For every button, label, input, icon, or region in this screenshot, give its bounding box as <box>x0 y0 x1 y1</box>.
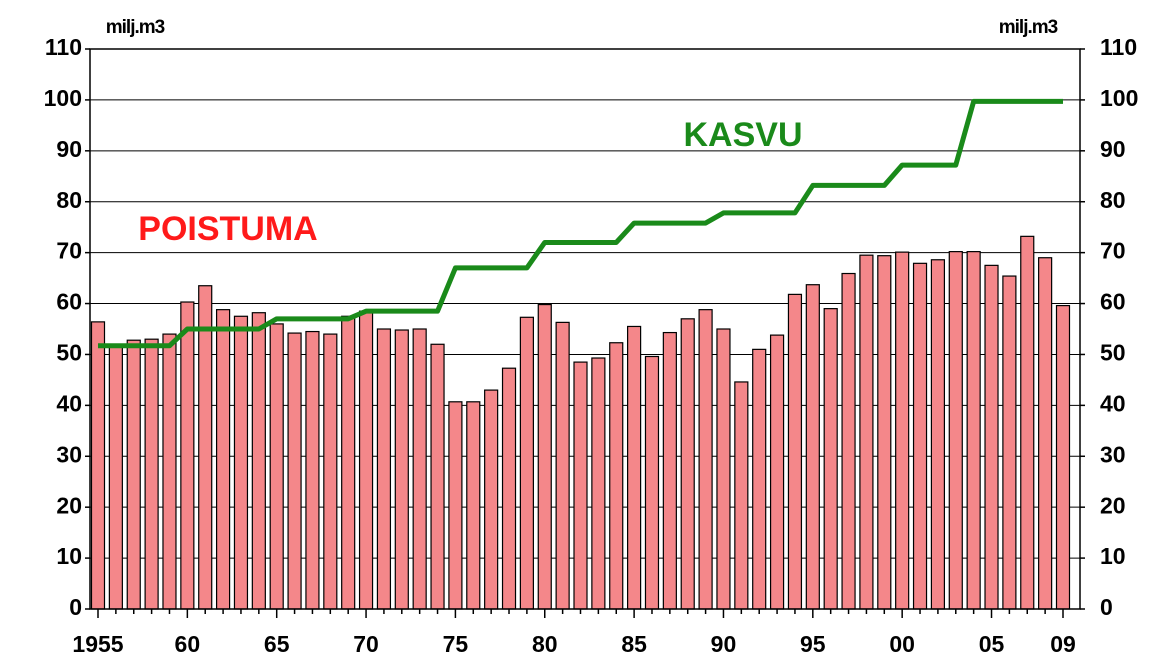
bar <box>126 339 141 610</box>
bar <box>805 284 820 610</box>
y-tick-label: 60 <box>56 289 82 315</box>
series-label: POISTUMA <box>138 210 317 248</box>
bar <box>912 262 928 610</box>
y2-tick-label: 30 <box>1100 441 1126 467</box>
x-tick-label: 00 <box>889 631 915 657</box>
y2-tick-label: 70 <box>1100 238 1126 264</box>
bar <box>394 329 409 610</box>
bar <box>966 251 981 610</box>
y2-tick-label: 40 <box>1100 390 1126 416</box>
y2-axis-label: milj.m3 <box>999 17 1058 38</box>
bar <box>895 251 910 610</box>
y-tick-label: 100 <box>44 85 82 111</box>
y-tick-label: 40 <box>56 390 82 416</box>
bar <box>573 361 588 610</box>
y2-tick-label: 90 <box>1100 136 1126 162</box>
x-tick-label: 1955 <box>72 631 123 657</box>
bar <box>287 332 302 610</box>
bar <box>537 303 552 610</box>
bar <box>358 310 374 610</box>
bar <box>769 334 785 610</box>
y2-tick-label: 110 <box>1100 34 1137 60</box>
bar <box>90 321 106 610</box>
y-tick-label: 10 <box>56 543 82 569</box>
y2-tick-label: 0 <box>1100 594 1113 620</box>
bar <box>1055 304 1071 610</box>
bar <box>233 315 249 610</box>
x-tick-label: 95 <box>800 631 826 657</box>
x-tick-label: 05 <box>979 631 1005 657</box>
bar <box>305 330 320 610</box>
bar <box>752 348 767 610</box>
bar <box>341 315 356 610</box>
bar <box>734 381 749 610</box>
bar <box>1002 275 1017 610</box>
x-tick-label: 80 <box>532 631 558 657</box>
bar <box>323 333 338 610</box>
x-tick-label: 65 <box>264 631 290 657</box>
y-tick-label: 90 <box>56 136 82 162</box>
bar <box>180 301 195 610</box>
bar <box>251 312 266 610</box>
x-tick-label: 70 <box>353 631 379 657</box>
y-tick-label: 20 <box>56 492 82 518</box>
bar <box>1038 257 1053 610</box>
bar <box>716 328 731 610</box>
y-tick-label: 70 <box>56 238 82 264</box>
y2-tick-label: 60 <box>1100 289 1126 315</box>
line <box>98 98 1063 349</box>
bar <box>984 264 999 610</box>
y2-tick-label: 20 <box>1100 492 1126 518</box>
bar <box>680 318 695 610</box>
bar <box>930 259 946 610</box>
bar <box>787 293 803 610</box>
plot-frame <box>89 48 1081 610</box>
x-tick-label: 90 <box>711 631 737 657</box>
y-tick-label: 50 <box>56 340 82 366</box>
bar <box>144 338 159 610</box>
bar <box>198 285 213 610</box>
bar <box>448 401 463 610</box>
bar <box>412 328 427 610</box>
bar <box>644 355 660 610</box>
bar <box>1020 235 1035 610</box>
bar <box>269 323 284 610</box>
y2-tick-label: 80 <box>1100 187 1126 213</box>
bar <box>501 367 517 610</box>
bar <box>609 342 624 610</box>
y-tick-label: 80 <box>56 187 82 213</box>
bar <box>466 401 481 610</box>
bar <box>108 343 123 610</box>
bar <box>162 333 177 610</box>
bar <box>376 328 392 610</box>
y-axis-label: milj.m3 <box>106 17 165 38</box>
bar <box>823 308 838 610</box>
bar <box>519 316 534 610</box>
bar <box>591 357 606 610</box>
bar <box>948 251 963 610</box>
bar <box>215 309 231 610</box>
x-tick-label: 85 <box>621 631 647 657</box>
bar <box>555 321 570 610</box>
bar <box>841 272 856 610</box>
y-tick-label: 110 <box>45 34 82 60</box>
x-tick-label: 75 <box>443 631 469 657</box>
bar <box>430 343 445 610</box>
bar <box>877 255 892 610</box>
series-label: KASVU <box>683 116 802 154</box>
y2-tick-label: 100 <box>1100 85 1138 111</box>
y-tick-label: 30 <box>56 441 82 467</box>
y2-tick-label: 50 <box>1100 340 1126 366</box>
x-tick-label: 60 <box>175 631 201 657</box>
bar <box>627 325 642 610</box>
bar <box>698 309 713 610</box>
y-tick-label: 0 <box>69 594 82 620</box>
y2-tick-label: 10 <box>1100 543 1126 569</box>
x-tick-label: 09 <box>1050 631 1076 657</box>
bar <box>484 389 499 610</box>
bar <box>662 331 677 610</box>
bar <box>859 254 874 610</box>
